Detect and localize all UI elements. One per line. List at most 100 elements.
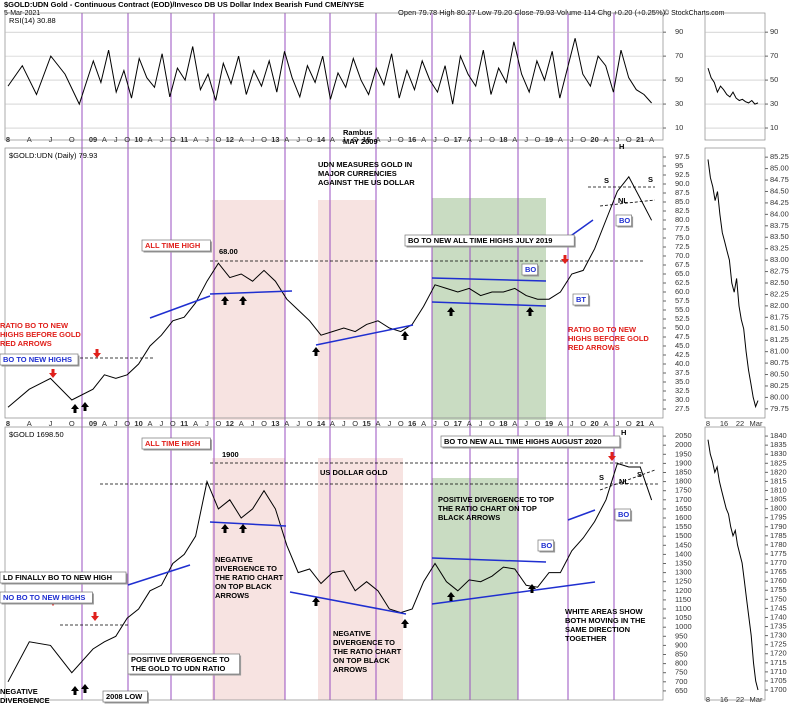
x-tick-label: A [330,135,335,144]
x-tick-label: O [443,419,449,428]
y-tick-label: 81.50 [770,324,789,333]
y-tick-label: 37.5 [675,368,690,377]
y-tick-label: 55.0 [675,305,690,314]
y-tick-label: 2000 [675,440,692,449]
x-tick-label: O [535,135,541,144]
x-tick-label: A [330,419,335,428]
trend-line [209,290,293,295]
up-arrow [312,347,320,356]
y-tick-label: 80.75 [770,358,789,367]
x-tick-label: J [524,419,528,428]
x-tick-label: 16 [408,419,416,428]
annotation-text: TOGETHER [565,634,607,643]
x-tick-label: 8 [6,135,10,144]
annotation: NO BO TO NEW HIGHS [0,591,94,605]
x-tick-label: J [479,135,483,144]
x-tick-label: A [27,419,32,428]
y-tick-label: 1650 [675,504,692,513]
y-tick-label: 70 [675,51,683,60]
y-tick-label: 750 [675,668,688,677]
pink-zone [212,200,285,420]
x-tick-label: J [570,419,574,428]
annotation: BO TO NEW ALL TIME HIGHS JULY 2019 [404,234,576,248]
y-tick-label: 10 [675,123,683,132]
x-tick-label: A [512,419,517,428]
y-tick-label: 1600 [675,513,692,522]
legend-label: $GOLD:UDN (Daily) 79.93 [9,151,97,160]
trend-line [567,509,596,521]
x-tick-label: A [649,135,654,144]
annotation: ALL TIME HIGH [141,437,212,451]
x-tick-label: O [124,135,130,144]
y-tick-label: 80.50 [770,370,789,379]
y-tick-label: 81.00 [770,347,789,356]
y-tick-label: 82.5 [675,206,690,215]
down-arrow [561,255,569,264]
y-tick-label: 1400 [675,549,692,558]
x-tick-label: 10 [134,135,142,144]
y-tick-label: 87.5 [675,188,690,197]
y-tick-label: 950 [675,631,688,640]
y-tick-label: 1710 [770,667,787,676]
price-line [7,462,653,683]
y-tick-label: 90 [770,27,778,36]
annotation-text: WHITE AREAS SHOW [565,607,644,616]
x-tick-label: O [69,135,75,144]
x-tick-label: O [307,135,313,144]
x-tick-label: J [205,135,209,144]
y-tick-label: 27.5 [675,404,690,413]
y-tick-label: 1815 [770,476,787,485]
y-tick-label: 83.75 [770,221,789,230]
y-tick-label: 42.5 [675,350,690,359]
y-tick-label: 1790 [770,522,787,531]
x-tick-label: A [102,135,107,144]
annotation-text: POSITIVE DIVERGENCE TO [131,655,230,664]
y-tick-label: 82.25 [770,289,789,298]
x-tick-label: 12 [226,419,234,428]
annotation-text: BOTH MOVING IN THE [565,616,645,625]
y-tick-label: 1700 [770,685,787,694]
y-tick-label: 83.25 [770,244,789,253]
annotation-text: DIVERGENCE TO [215,564,277,573]
annotation-text: NL [619,477,629,486]
x-tick-label: A [147,135,152,144]
annotation-text: BO TO NEW ALL TIME HIGHS AUGUST 2020 [444,437,602,446]
up-arrow [239,296,247,305]
annotation-box [404,234,575,247]
x-tick-label: A [375,135,380,144]
annotation: BO [537,539,556,553]
y-tick-label: 1750 [675,486,692,495]
x-tick-label: O [352,419,358,428]
x-tick-label: J [205,419,209,428]
y-tick-label: 81.75 [770,312,789,321]
y-tick-label: 1200 [675,586,692,595]
annotation-box [0,591,93,604]
y-tick-label: 30 [770,99,778,108]
annotation: NL [618,196,628,205]
annotation-box [572,293,589,306]
x-tick-label: J [49,419,53,428]
x-tick-label: 17 [454,419,462,428]
annotation-text: MAJOR CURRENCIES [318,169,397,178]
annotation: BO [615,214,634,228]
y-tick-label: 1700 [675,495,692,504]
x-tick-label: J [251,419,255,428]
x-tick-label: Mar [750,695,763,704]
y-tick-label: 1050 [675,613,692,622]
x-tick-label: A [27,135,32,144]
pink-zone [318,200,376,420]
header-title: $GOLD:UDN Gold - Continuous Contract (EO… [4,0,364,9]
y-tick-label: 1760 [770,576,787,585]
down-arrow [608,452,616,461]
annotation-text: MAY 2009 [343,137,378,146]
y-tick-label: 84.75 [770,175,789,184]
y-tick-label: 84.00 [770,209,789,218]
x-tick-label: A [147,419,152,428]
x-tick-label: O [69,419,75,428]
trend-line [149,295,211,319]
y-tick-label: 67.5 [675,260,690,269]
